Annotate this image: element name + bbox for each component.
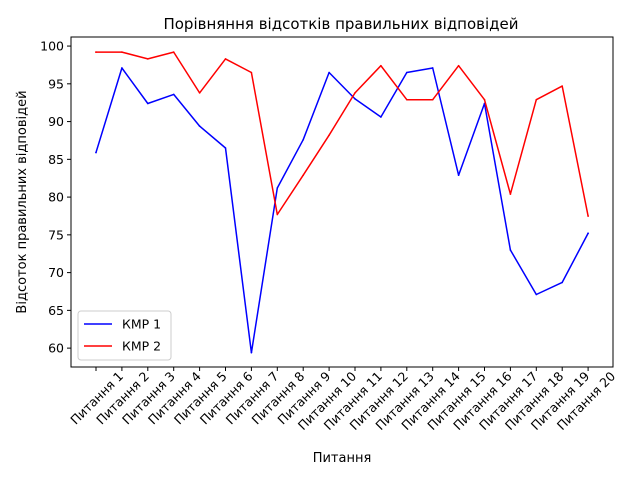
series-1-point xyxy=(431,67,434,69)
series-2-point xyxy=(302,174,305,176)
y-tick-label: 60 xyxy=(48,341,64,356)
legend-label-1: КМР 1 xyxy=(122,317,161,332)
series-2-point xyxy=(121,51,123,53)
series-2-point xyxy=(509,193,512,195)
series-1-point xyxy=(328,71,330,74)
series-2-point xyxy=(457,64,460,67)
series-2-point xyxy=(147,58,149,60)
series-1-point xyxy=(224,147,227,149)
y-tick-label: 90 xyxy=(48,114,64,129)
x-axis-label: Питання xyxy=(313,451,372,466)
series-2-point xyxy=(250,71,253,74)
series-2-point xyxy=(328,134,330,136)
y-tick-label: 80 xyxy=(48,190,64,205)
series-1-point xyxy=(561,281,563,284)
series-2-point xyxy=(380,64,382,67)
series-2-point xyxy=(431,98,434,101)
y-tick-label: 95 xyxy=(48,76,64,91)
legend: КМР 1 КМР 2 xyxy=(77,310,172,361)
series-1-point xyxy=(172,93,175,96)
series-1-point xyxy=(380,116,382,118)
series-2-point xyxy=(95,51,97,53)
series-2-point xyxy=(483,98,486,101)
y-tick-label: 85 xyxy=(48,152,64,167)
series-1-point xyxy=(354,98,356,100)
series-2-point xyxy=(276,213,279,216)
series-1-point xyxy=(535,293,538,296)
series-2-point xyxy=(354,92,356,94)
series-1-point xyxy=(406,71,408,74)
series-line-1 xyxy=(95,67,590,354)
chart-title: Порівняння відсотків правильних відповід… xyxy=(163,15,518,33)
series-1-point xyxy=(509,249,512,251)
y-tick-label: 75 xyxy=(48,227,64,242)
series-1-point xyxy=(457,174,460,176)
y-axis-label: Відсоток правильних відповідей xyxy=(15,90,30,313)
series-2-point xyxy=(406,98,408,101)
series-1-point xyxy=(198,125,201,127)
series-2-point xyxy=(561,85,563,87)
plot-frame xyxy=(70,36,614,368)
series-1-point xyxy=(587,232,589,235)
series-1-point xyxy=(276,187,279,189)
series-1-point xyxy=(147,102,149,105)
series-1-point xyxy=(121,67,123,69)
legend-label-2: КМР 2 xyxy=(122,339,161,354)
series-2-point xyxy=(172,51,175,53)
y-tick-label: 65 xyxy=(48,303,64,318)
series-2-point xyxy=(224,58,227,60)
series-1-point xyxy=(95,151,97,154)
series-1-point xyxy=(250,351,253,354)
y-tick-label: 70 xyxy=(48,265,64,280)
y-tick-label: 100 xyxy=(40,39,64,54)
series-2-point xyxy=(535,98,538,101)
series-1-point xyxy=(302,138,305,141)
series-2-point xyxy=(198,92,201,94)
series-2-point xyxy=(587,215,589,217)
series-line-2 xyxy=(95,51,589,217)
